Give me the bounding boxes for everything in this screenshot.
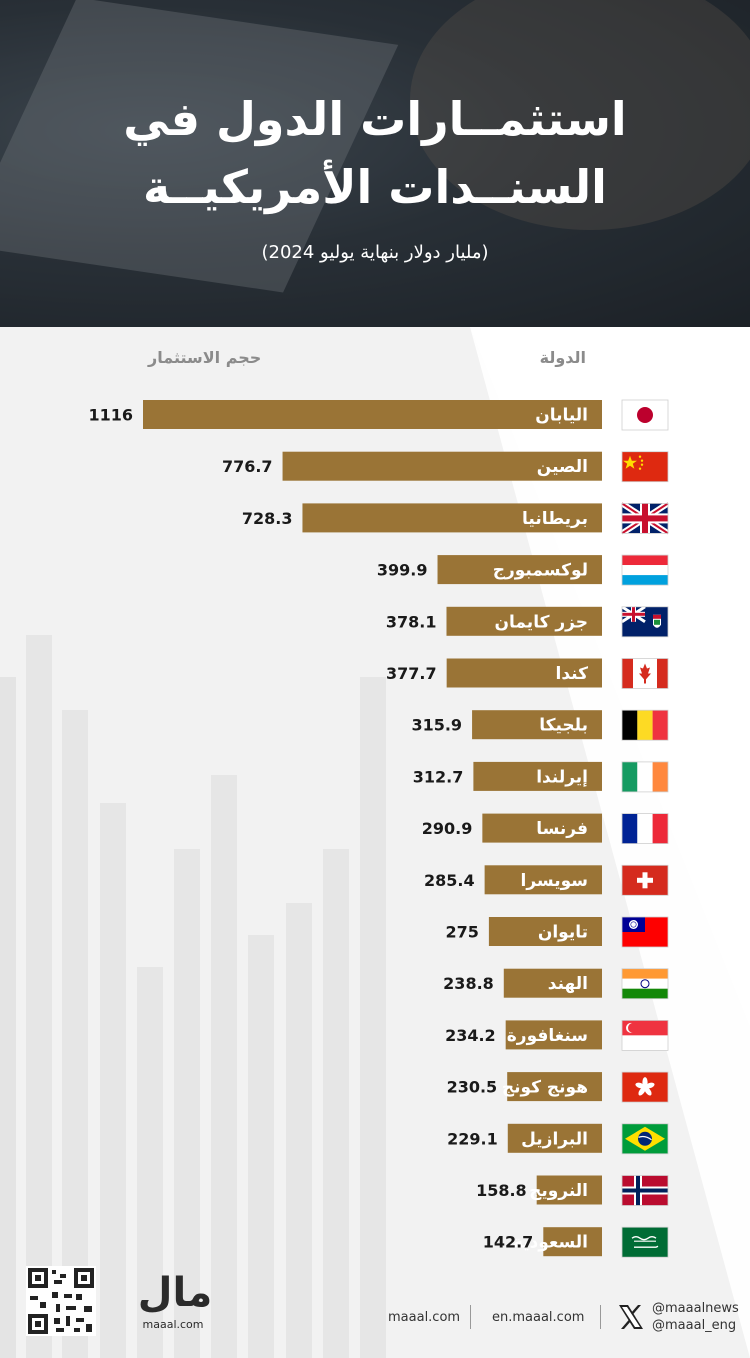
column-header-country: الدولة — [539, 348, 586, 367]
x-icon[interactable] — [616, 1302, 646, 1332]
title-line-2: السنــدات الأمريكيــة — [143, 160, 607, 214]
twitter-handle-english[interactable]: @maaal_eng — [652, 1318, 737, 1333]
header-banner: استثمــارات الدول في السنــدات الأمريكيـ… — [0, 0, 750, 327]
column-header-value: حجم الاستثمار — [148, 348, 262, 367]
title-line-1: استثمــارات الدول في — [123, 92, 627, 146]
website-link[interactable]: maaal.com — [388, 1310, 461, 1325]
divider — [600, 1305, 601, 1329]
subtitle: (مليار دولار بنهاية يوليو 2024) — [261, 242, 489, 263]
english-website-link[interactable]: en.maaal.com — [492, 1310, 585, 1325]
qr-code-icon[interactable] — [26, 1266, 96, 1336]
logo: مال — [137, 1270, 213, 1316]
background-decoration — [0, 327, 750, 1358]
header-shade — [0, 0, 750, 327]
background-photo-hand — [410, 0, 750, 230]
twitter-handle-arabic[interactable]: @maaalnews — [652, 1301, 739, 1316]
divider — [470, 1305, 471, 1329]
logo-url: maaal.com — [142, 1318, 204, 1331]
